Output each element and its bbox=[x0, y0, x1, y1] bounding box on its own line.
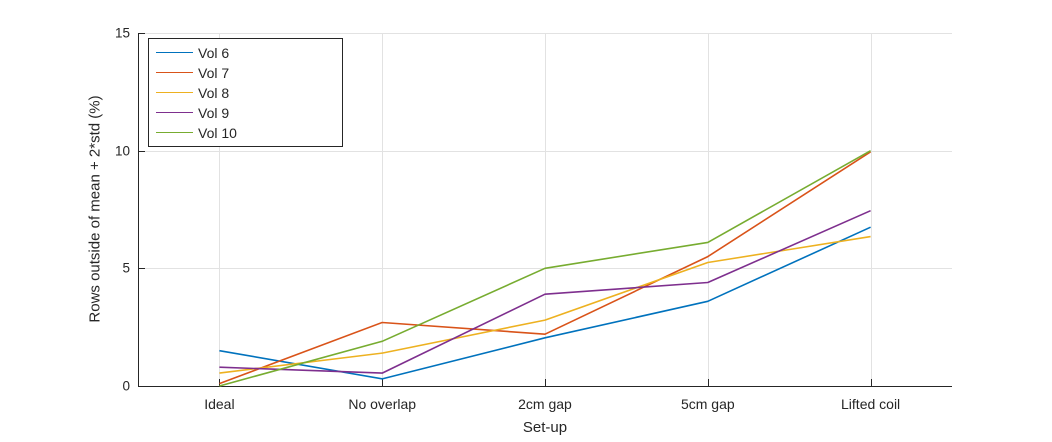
legend: Vol 6 Vol 7 Vol 8 Vol 9 Vol 10 bbox=[148, 38, 343, 147]
y-axis-label: Rows outside of mean + 2*std (%) bbox=[86, 95, 104, 323]
series-line-vol-8 bbox=[219, 235, 871, 374]
series-line-vol-7 bbox=[219, 151, 872, 385]
legend-entry: Vol 7 bbox=[149, 63, 342, 83]
series-line-vol-6 bbox=[219, 226, 871, 380]
x-tick-label: No overlap bbox=[348, 396, 417, 412]
y-tick-label: 15 bbox=[114, 25, 130, 41]
legend-entry: Vol 8 bbox=[149, 83, 342, 103]
legend-label: Vol 9 bbox=[198, 104, 230, 121]
legend-entry: Vol 6 bbox=[149, 43, 342, 63]
y-tick-label: 10 bbox=[114, 142, 130, 158]
legend-entry: Vol 9 bbox=[149, 103, 342, 123]
legend-line-sample bbox=[156, 132, 193, 133]
legend-label: Vol 8 bbox=[198, 84, 230, 101]
series-line-vol-9 bbox=[219, 209, 871, 374]
legend-label: Vol 10 bbox=[198, 124, 237, 141]
x-tick-label: 2cm gap bbox=[518, 396, 572, 412]
legend-line-sample bbox=[156, 112, 193, 113]
x-tick-label: 5cm gap bbox=[680, 396, 735, 412]
legend-label: Vol 6 bbox=[198, 44, 230, 61]
legend-line-sample bbox=[156, 92, 193, 93]
x-tick-label: Lifted coil bbox=[841, 396, 901, 412]
x-axis-label: Set-up bbox=[522, 419, 568, 436]
legend-line-sample bbox=[156, 52, 193, 53]
legend-label: Vol 7 bbox=[198, 64, 230, 81]
legend-line-sample bbox=[156, 72, 193, 73]
y-tick-label: 0 bbox=[122, 378, 130, 394]
y-tick-label: 5 bbox=[122, 260, 130, 276]
legend-entry: Vol 10 bbox=[149, 123, 342, 143]
series-line-vol-10 bbox=[219, 150, 871, 387]
x-tick-label: Ideal bbox=[204, 396, 235, 412]
